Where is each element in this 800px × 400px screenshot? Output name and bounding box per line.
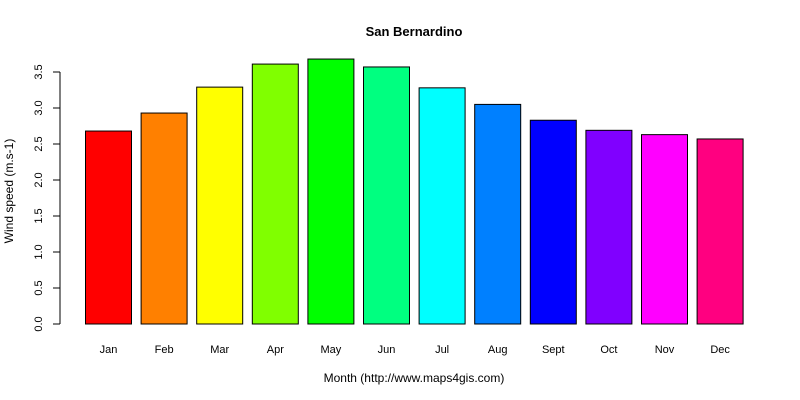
bar-aug bbox=[474, 103, 522, 325]
bar-may bbox=[307, 58, 355, 325]
x-axis-label: Month (http://www.maps4gis.com) bbox=[324, 371, 505, 385]
x-tick-label: May bbox=[321, 344, 342, 356]
x-tick-label: Feb bbox=[155, 344, 174, 356]
y-tick-label: 3.0 bbox=[33, 100, 45, 115]
x-tick-label: Nov bbox=[655, 344, 675, 356]
y-tick-label: 2.5 bbox=[33, 136, 45, 151]
y-tick-label: 1.5 bbox=[33, 208, 45, 223]
x-tick-label: Apr bbox=[267, 344, 284, 356]
bar-jun bbox=[363, 66, 410, 325]
x-tick-label: Jun bbox=[378, 344, 396, 356]
x-tick-label: Jul bbox=[435, 344, 449, 356]
chart-title: San Bernardino bbox=[366, 24, 463, 39]
y-tick-label: 0.0 bbox=[33, 316, 45, 331]
bar-apr bbox=[251, 63, 299, 325]
y-tick-label: 1.0 bbox=[33, 244, 45, 259]
bar-oct bbox=[585, 129, 633, 325]
y-axis-label: Wind speed (m.s-1) bbox=[2, 139, 16, 244]
x-tick-label: Sept bbox=[542, 344, 565, 356]
x-axis-ticks: Jan Feb Mar Apr May Jun Jul Aug Sept Oct Nov Dec bbox=[100, 344, 731, 356]
bar-nov bbox=[641, 134, 688, 325]
y-tick-label: 0.5 bbox=[33, 280, 45, 295]
bar-feb bbox=[140, 112, 188, 325]
bar-sept bbox=[529, 119, 577, 325]
bar-jan bbox=[85, 130, 132, 325]
x-tick-label: Jan bbox=[100, 344, 118, 356]
bar-jul bbox=[418, 87, 466, 325]
bars-group bbox=[85, 58, 744, 325]
y-tick-label: 2.0 bbox=[33, 172, 45, 187]
y-axis-ticks: 0.0 0.5 1.0 1.5 2.0 2.5 3.0 3.5 bbox=[33, 64, 60, 332]
x-tick-label: Mar bbox=[210, 344, 229, 356]
x-tick-label: Oct bbox=[600, 344, 617, 356]
bar-dec bbox=[696, 138, 744, 325]
x-tick-label: Dec bbox=[710, 344, 730, 356]
bar-mar bbox=[196, 86, 244, 325]
x-tick-label: Aug bbox=[488, 344, 508, 356]
y-tick-label: 3.5 bbox=[33, 64, 45, 79]
